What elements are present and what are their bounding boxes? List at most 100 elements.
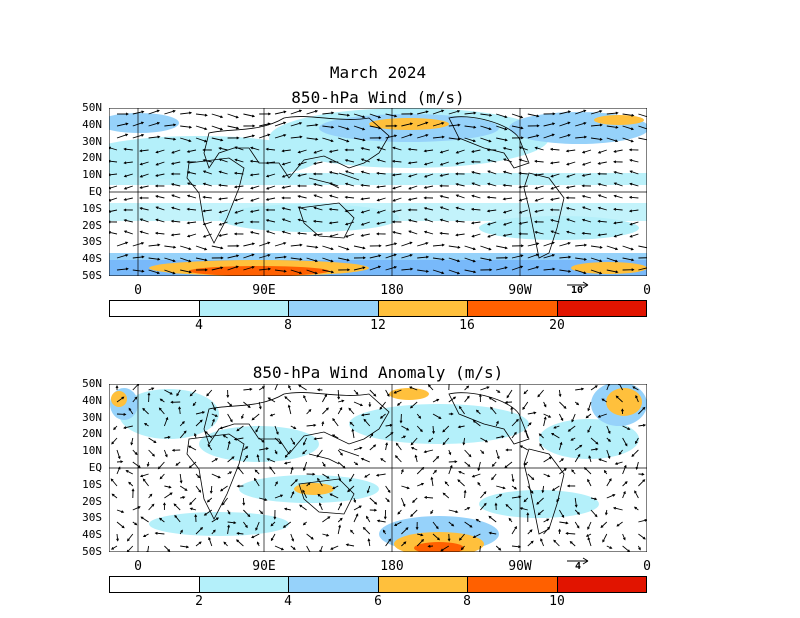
wind-vector-head xyxy=(330,547,334,550)
wind-vector xyxy=(282,161,291,165)
wind-vector-head xyxy=(111,441,115,445)
wind-vector-head xyxy=(541,490,545,494)
wind-vector-head xyxy=(628,148,632,152)
wind-vector-head xyxy=(618,452,622,456)
wind-vector-head xyxy=(533,411,537,415)
wind-vector-head xyxy=(457,109,461,113)
wind-vector xyxy=(290,109,302,115)
wind-vector-head xyxy=(638,547,641,551)
wind-vector xyxy=(353,137,365,141)
wind-vector-head xyxy=(206,499,210,503)
wind-vector-head xyxy=(567,110,572,114)
wind-vector xyxy=(540,538,545,547)
wind-vector-head xyxy=(360,147,364,150)
wind-vector-head xyxy=(186,194,191,198)
wind-vector xyxy=(606,494,615,499)
wind-vector-head xyxy=(473,125,477,129)
wind-vector-head xyxy=(583,135,588,139)
wind-vector-head xyxy=(366,490,370,494)
wind-vector-head xyxy=(202,222,206,226)
wind-vector xyxy=(424,218,434,223)
wind-vector xyxy=(456,161,465,165)
wind-vector-head xyxy=(344,159,348,162)
wind-vector xyxy=(393,197,402,202)
wind-vector xyxy=(519,172,528,175)
wind-vector-head xyxy=(520,254,524,258)
wind-vector xyxy=(116,467,121,475)
wind-vector-head xyxy=(436,455,440,459)
wind-vector xyxy=(126,545,134,552)
wind-vector-head xyxy=(139,174,143,178)
wind-vector-head xyxy=(218,222,222,226)
wind-vector-head xyxy=(420,533,424,537)
wind-vector-head xyxy=(199,419,203,423)
wind-vector xyxy=(285,449,292,458)
wind-vector xyxy=(574,444,582,451)
wind-vector-head xyxy=(430,476,434,480)
wind-vector xyxy=(258,401,262,409)
wind-vector xyxy=(148,136,160,139)
wind-vector xyxy=(543,518,549,523)
wind-vector-head xyxy=(536,242,540,246)
wind-vector xyxy=(377,159,386,163)
wind-vector-head xyxy=(139,474,144,478)
wind-vector xyxy=(148,449,155,457)
wind-vector-head xyxy=(534,186,538,190)
wind-vector xyxy=(448,465,453,475)
wind-vector xyxy=(606,245,618,250)
wind-vector xyxy=(363,527,371,535)
wind-vector-head xyxy=(630,247,634,251)
wind-vector-head xyxy=(283,241,287,245)
wind-vector-head xyxy=(234,210,238,214)
wind-vector xyxy=(401,241,412,247)
wind-vector-head xyxy=(226,394,230,399)
wind-vector xyxy=(401,123,413,127)
wind-vector xyxy=(180,269,192,273)
wind-vector-head xyxy=(303,394,306,399)
wind-vector-head xyxy=(284,454,288,458)
wind-vector-head xyxy=(583,271,587,275)
wind-vector-head xyxy=(312,233,317,237)
wind-vector-head xyxy=(549,456,553,460)
wind-vector-head xyxy=(576,402,580,406)
wind-vector xyxy=(614,221,623,224)
wind-vector xyxy=(337,389,340,399)
wind-vector-head xyxy=(594,385,598,388)
wind-vector-head xyxy=(488,515,492,519)
wind-vector-head xyxy=(373,393,377,397)
wind-vector-head xyxy=(392,198,396,202)
wind-vector-head xyxy=(117,456,121,460)
wind-vector xyxy=(189,497,197,505)
wind-vector xyxy=(408,148,418,151)
wind-vector-head xyxy=(514,486,518,490)
wind-vector-head xyxy=(139,207,143,210)
wind-vector-head xyxy=(137,465,141,468)
wind-vector-head xyxy=(151,503,155,507)
wind-vector xyxy=(243,509,251,517)
wind-vector xyxy=(606,257,618,262)
wind-vector xyxy=(222,497,228,505)
wind-vector-head xyxy=(283,269,287,273)
wind-vector xyxy=(440,161,449,166)
wind-vector-head xyxy=(623,464,627,468)
wind-vector xyxy=(566,185,576,189)
wind-vector xyxy=(424,449,434,453)
wind-vector xyxy=(503,171,513,175)
wind-vector-head xyxy=(288,384,291,388)
wind-vector xyxy=(408,219,418,223)
wind-vector-head xyxy=(388,538,392,542)
wind-vector xyxy=(415,455,418,463)
wind-vector xyxy=(306,269,318,274)
wind-vector-head xyxy=(395,442,399,446)
wind-vector-head xyxy=(115,385,119,389)
wind-vector-head xyxy=(321,420,325,425)
wind-vector-head xyxy=(457,425,461,429)
wind-vector xyxy=(582,149,592,154)
wind-vector-head xyxy=(534,209,538,213)
wind-vector-head xyxy=(110,547,114,550)
wind-vector xyxy=(322,516,330,523)
wind-vector xyxy=(361,458,370,463)
wind-vector xyxy=(503,147,513,151)
wind-vector-head xyxy=(444,481,448,485)
wind-vector xyxy=(124,173,133,177)
